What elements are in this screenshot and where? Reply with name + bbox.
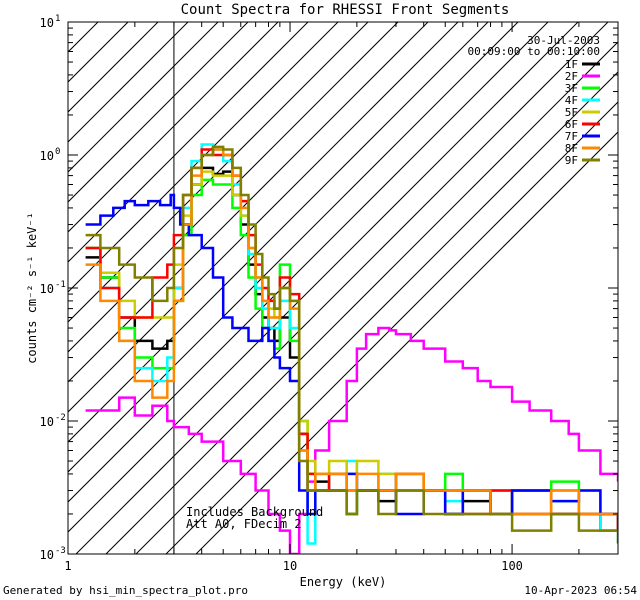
y-tick-label-base: 10	[40, 415, 54, 429]
footer-date: 10-Apr-2023 06:54	[524, 584, 637, 597]
y-tick-label-exponent: 0	[55, 147, 60, 157]
annotation-background: Includes Background	[186, 505, 323, 519]
hatch-line	[68, 22, 579, 533]
series-group	[85, 143, 618, 554]
legend-header-line: 00:09:00 to 00:10:00	[468, 45, 600, 58]
chart-title: Count Spectra for RHESSI Front Segments	[181, 2, 510, 18]
y-axis-label: counts cm⁻² s⁻¹ keV⁻¹	[25, 212, 39, 364]
y-tick-label-base: 10	[40, 16, 54, 30]
hatch-line	[165, 101, 618, 554]
hatch-line	[68, 22, 189, 143]
y-tick-label-exponent: -2	[55, 413, 66, 423]
hatch-line	[75, 22, 609, 554]
axis-ticks	[67, 21, 619, 555]
hatch-line	[68, 22, 279, 233]
series-line-1F	[85, 166, 618, 532]
y-tick-label-base: 10	[40, 149, 54, 163]
legend-entry-label: 8F	[565, 142, 578, 155]
legend-entry-label: 1F	[565, 58, 578, 71]
hatch-line	[68, 22, 309, 263]
legend-entry-label: 9F	[565, 154, 578, 167]
series-line-2F	[85, 326, 618, 554]
legend-entry-label: 2F	[565, 70, 578, 83]
annotation-attenuator: Att A0, FDecim 2	[186, 517, 302, 531]
footer-generated-by: Generated by hsi_min_spectra_plot.pro	[3, 584, 248, 597]
x-tick-label: 100	[501, 559, 523, 573]
hatch-line	[68, 22, 429, 383]
legend-entry-label: 4F	[565, 94, 578, 107]
y-tick-label-exponent: -3	[55, 546, 66, 556]
legend-entry-label: 7F	[565, 130, 578, 143]
y-tick-label-base: 10	[40, 282, 54, 296]
y-tick-label-base: 10	[40, 548, 54, 562]
legend-entry-label: 3F	[565, 82, 578, 95]
legend-entry-label: 6F	[565, 118, 578, 131]
legend-header-line: 30-Jul-2003	[527, 34, 600, 47]
series-line-9F	[85, 145, 618, 544]
y-tick-label-exponent: -1	[55, 280, 66, 290]
hatch-line	[68, 22, 399, 353]
hatch-line	[135, 71, 618, 554]
hatch-line	[195, 131, 618, 554]
hatch-line	[68, 22, 249, 203]
hatch-line	[68, 22, 159, 113]
hatch-line	[68, 22, 219, 173]
y-tick-label-exponent: 1	[55, 14, 60, 24]
x-tick-labels: 1 10 100	[64, 559, 523, 573]
legend-entry-label: 5F	[565, 106, 578, 119]
x-tick-label: 10	[283, 559, 297, 573]
series-line-8F	[85, 148, 618, 516]
x-tick-label: 1	[64, 559, 71, 573]
x-axis-label: Energy (keV)	[300, 575, 387, 589]
hatch-line	[105, 41, 618, 554]
series-line-5F	[85, 170, 618, 516]
series-line-7F	[85, 193, 618, 516]
hatch-line	[68, 22, 519, 473]
hatch-line	[68, 22, 459, 413]
